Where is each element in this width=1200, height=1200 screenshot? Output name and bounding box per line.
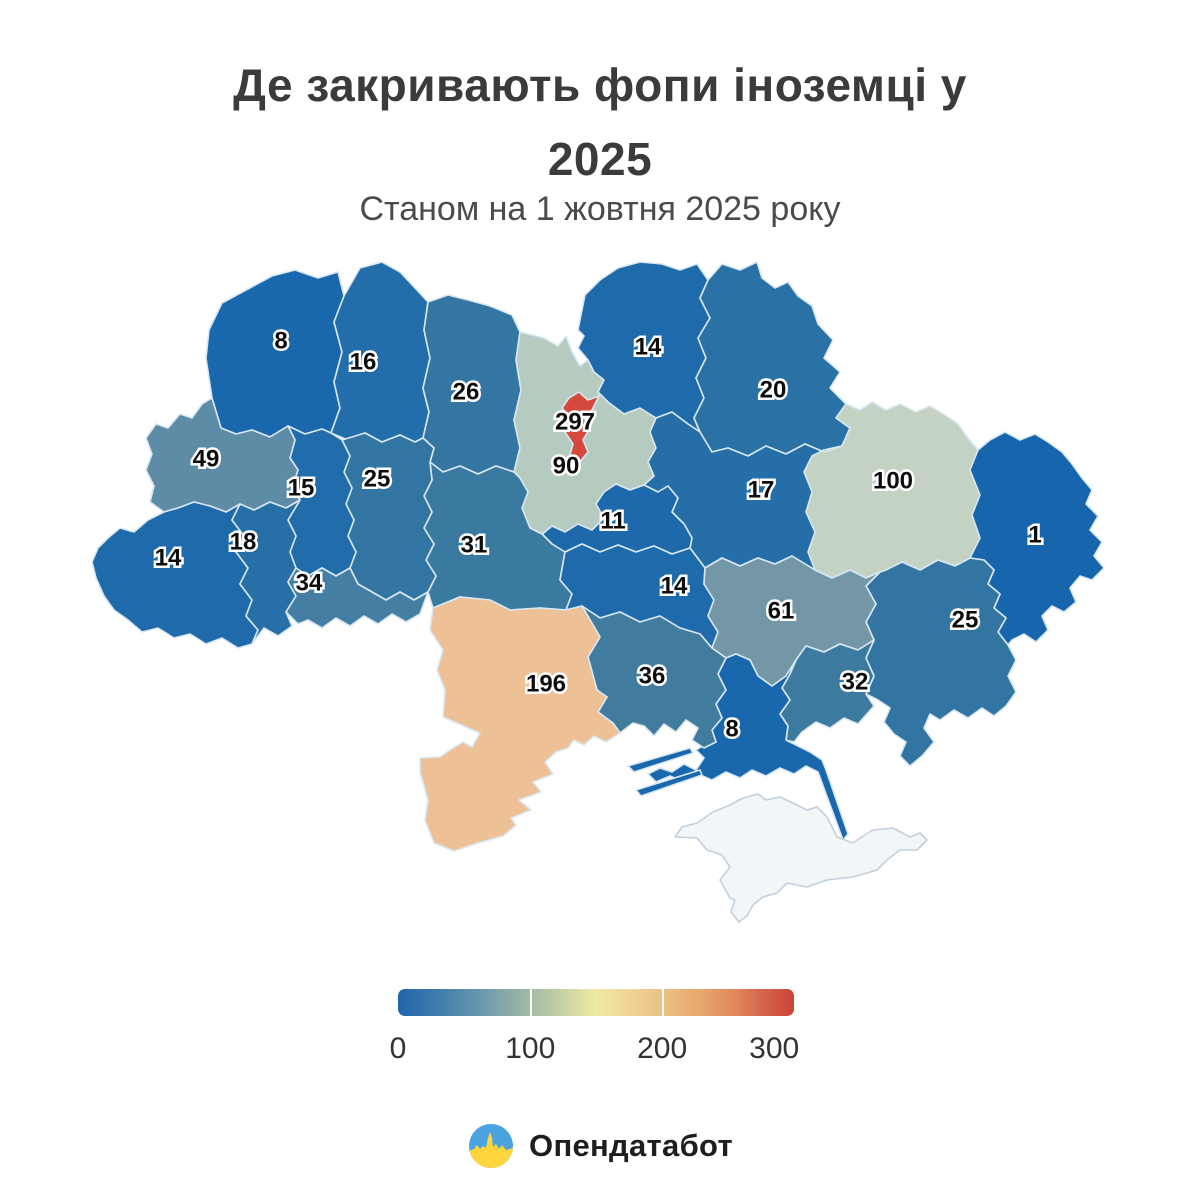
region-value-label: 25 (364, 466, 391, 493)
colorbar-legend (398, 989, 794, 1016)
colorbar-separator (661, 989, 664, 1016)
region-value-label: 36 (639, 663, 666, 690)
region-value-label: 90 (553, 453, 580, 480)
colorbar-tick-label: 300 (749, 1032, 800, 1065)
region-value-label: 18 (230, 529, 257, 556)
region-crimea (674, 793, 928, 923)
region-sumy (693, 261, 851, 457)
region-value-label: 31 (461, 532, 488, 559)
region-value-label: 100 (873, 468, 913, 495)
region-value-label: 61 (768, 598, 795, 625)
footer-branding: Опендатабот (0, 1122, 1200, 1170)
region-value-label: 1 (1028, 522, 1041, 549)
region-chernivtsi (285, 567, 429, 629)
region-value-label: 16 (350, 349, 377, 376)
region-value-label: 49 (193, 446, 220, 473)
brand-name: Опендатабот (529, 1128, 733, 1163)
region-value-label: 8 (725, 716, 738, 743)
region-value-label: 14 (155, 545, 182, 572)
region-value-label: 11 (600, 508, 625, 535)
region-value-label: 8 (274, 328, 287, 355)
opendatabot-logo-icon (469, 1124, 514, 1168)
region-odesa (419, 596, 621, 852)
page-title: Де закривають фопи іноземці у 2025 (0, 48, 1200, 196)
region-kherson-spit (627, 747, 694, 773)
page-subtitle: Станом на 1 жовтня 2025 року (359, 190, 841, 228)
region-value-label: 196 (526, 671, 566, 698)
region-value-labels: 8 16 26 90 297 14 20 49 15 25 31 11 17 100 1 14 18 34 14 61… (152, 325, 1044, 745)
region-rivne (330, 261, 431, 443)
colorbar-separator (529, 989, 532, 1016)
title-line-2: 2025 (547, 133, 653, 185)
colorbar-ticks: 0 100 200 300 (390, 1032, 800, 1072)
region-value-label: 14 (661, 573, 688, 600)
region-value-label: 17 (748, 477, 775, 504)
region-value-label: 20 (760, 377, 787, 404)
region-value-label: 15 (288, 475, 315, 502)
colorbar-tick-label: 200 (637, 1032, 688, 1065)
region-khmelnytskyi (341, 432, 437, 601)
region-zakarpattia (91, 501, 259, 649)
region-donetsk (865, 557, 1017, 767)
region-value-label: 25 (952, 607, 979, 634)
colorbar-tick-label: 100 (505, 1032, 556, 1065)
region-kyiv-city (561, 391, 600, 465)
region-value-label: 32 (842, 669, 869, 696)
region-value-label: 14 (635, 334, 662, 361)
region-kherson-spit (635, 769, 703, 797)
region-value-label: 26 (453, 379, 480, 406)
region-ivano-frankivsk (231, 499, 301, 645)
colorbar-tick-label: 0 (389, 1032, 407, 1065)
title-line-1: Де закривають фопи іноземці у (233, 59, 967, 111)
region-value-label: 297 (555, 409, 595, 436)
region-value-label: 34 (296, 570, 323, 597)
region-kherson (647, 653, 849, 841)
